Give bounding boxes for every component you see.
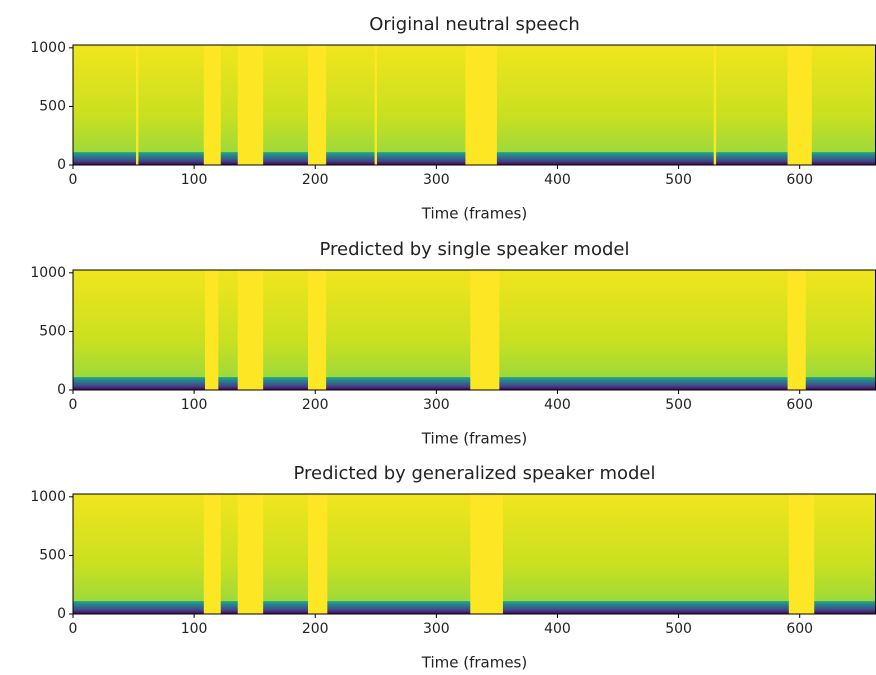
silence [307, 494, 328, 614]
y-tick-label: 0 [57, 382, 66, 398]
chart-title: Predicted by single speaker model [320, 239, 630, 260]
silence [203, 45, 221, 165]
x-tick-label: 600 [786, 172, 813, 188]
x-tick-label: 100 [181, 397, 208, 413]
silence [787, 45, 812, 165]
silence [237, 270, 264, 390]
y-tick-label: 500 [39, 547, 66, 563]
x-axis-label: Time (frames) [421, 205, 527, 223]
y-tick-label: 500 [39, 98, 66, 114]
x-tick-label: 500 [665, 621, 692, 637]
plot: 0 100 200 300 400 500 600 0 500 1000 Original neut… [30, 14, 876, 223]
x-tick-label: 100 [181, 172, 208, 188]
silence [470, 270, 500, 390]
x-tick-label: 300 [423, 621, 450, 637]
y-tick-label: 0 [57, 157, 66, 173]
silence [203, 494, 221, 614]
x-axis-label: Time (frames) [421, 430, 527, 448]
x-tick-label: 500 [665, 397, 692, 413]
y-tick-label: 1000 [30, 265, 66, 281]
x-tick-label: 300 [423, 397, 450, 413]
x-tick-label: 200 [302, 397, 329, 413]
x-axis-label: Time (frames) [421, 654, 527, 672]
silence [470, 494, 503, 614]
silence [205, 270, 219, 390]
x-tick-label: 0 [69, 621, 78, 637]
plot: 0 100 200 300 400 500 600 0 500 1000 Predicted by … [30, 463, 876, 672]
silence [135, 45, 139, 165]
x-tick-label: 300 [423, 172, 450, 188]
y-tick-label: 0 [57, 606, 66, 622]
x-tick-label: 600 [786, 397, 813, 413]
silence [237, 45, 264, 165]
silence [713, 45, 717, 165]
silence [465, 45, 497, 165]
silence [374, 45, 378, 165]
x-tick-label: 0 [69, 397, 78, 413]
x-tick-label: 0 [69, 172, 78, 188]
y-tick-label: 1000 [30, 489, 66, 505]
chart-title: Original neutral speech [369, 14, 580, 35]
x-tick-label: 600 [786, 621, 813, 637]
y-tick-label: 1000 [30, 40, 66, 56]
chart-title: Predicted by generalized speaker model [293, 463, 655, 484]
x-tick-label: 400 [544, 397, 571, 413]
x-tick-label: 400 [544, 621, 571, 637]
x-tick-label: 200 [302, 172, 329, 188]
y-tick-label: 500 [39, 323, 66, 339]
silence [237, 494, 264, 614]
x-tick-label: 400 [544, 172, 571, 188]
silence [788, 494, 815, 614]
silence [787, 270, 806, 390]
silence [307, 45, 327, 165]
x-tick-label: 500 [665, 172, 692, 188]
plot: 0 100 200 300 400 500 600 0 500 1000 Predicted by … [30, 239, 876, 448]
x-tick-label: 100 [181, 621, 208, 637]
silence [307, 270, 327, 390]
x-tick-label: 200 [302, 621, 329, 637]
